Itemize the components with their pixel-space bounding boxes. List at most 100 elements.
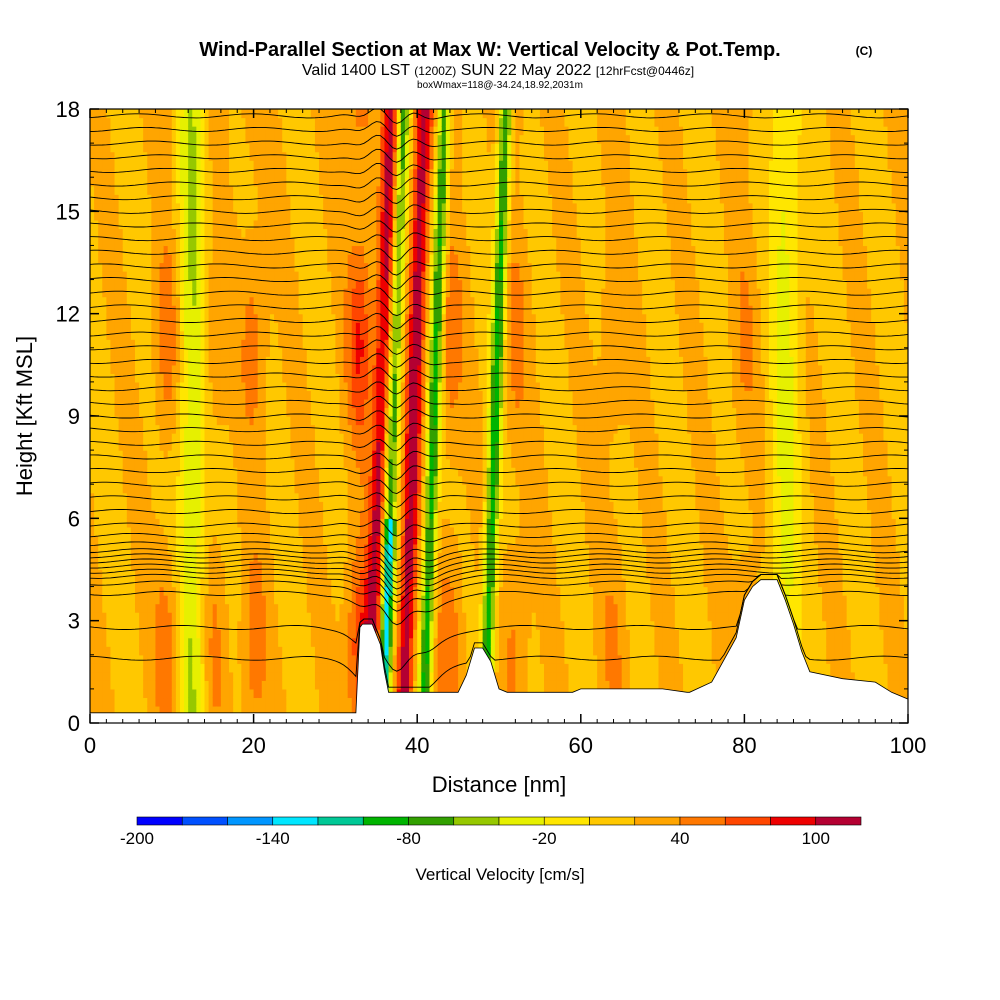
velocity-cell [163, 288, 169, 298]
velocity-cell [278, 458, 283, 468]
velocity-cell [335, 364, 341, 374]
velocity-cell [175, 595, 181, 605]
velocity-cell [298, 671, 304, 681]
velocity-cell [196, 509, 202, 519]
velocity-cell [204, 202, 210, 212]
velocity-cell [196, 458, 202, 468]
velocity-cell [184, 109, 189, 119]
velocity-cell [196, 194, 202, 204]
velocity-cell [220, 160, 226, 170]
velocity-cell [339, 143, 345, 153]
velocity-cell [257, 637, 263, 647]
velocity-cell [282, 296, 287, 306]
velocity-cell [253, 253, 259, 264]
velocity-cell [229, 296, 234, 306]
velocity-cell [237, 373, 242, 383]
velocity-cell [98, 279, 103, 289]
velocity-cell [98, 381, 103, 392]
velocity-cell [147, 168, 152, 178]
velocity-cell [269, 211, 275, 221]
velocity-cell [98, 416, 103, 426]
velocity-cell [323, 279, 328, 289]
velocity-cell [241, 671, 247, 681]
velocity-cell [208, 253, 214, 264]
velocity-cell [314, 398, 320, 409]
velocity-cell [208, 143, 214, 153]
velocity-cell [212, 381, 218, 392]
velocity-cell [216, 458, 222, 468]
velocity-cell [282, 305, 287, 315]
velocity-cell [106, 151, 112, 161]
velocity-cell [298, 595, 304, 605]
velocity-cell [212, 629, 218, 639]
velocity-cell [278, 160, 283, 170]
velocity-cell [249, 253, 255, 264]
velocity-cell [323, 509, 328, 519]
velocity-cell [233, 202, 238, 212]
velocity-cell [335, 629, 341, 639]
velocity-cell [118, 262, 124, 272]
velocity-cell [147, 151, 152, 161]
velocity-cell [331, 518, 336, 528]
velocity-cell [90, 356, 95, 366]
velocity-cell [339, 578, 345, 588]
velocity-cell [134, 475, 140, 485]
velocity-cell [282, 543, 287, 554]
velocity-cell [278, 569, 283, 579]
velocity-cell [302, 509, 308, 519]
velocity-cell [167, 296, 173, 306]
velocity-cell [327, 185, 332, 195]
velocity-cell [355, 194, 361, 204]
velocity-cell [118, 271, 124, 281]
velocity-cell [220, 211, 226, 221]
velocity-cell [126, 160, 132, 170]
velocity-cell [179, 398, 185, 409]
velocity-cell [175, 151, 181, 161]
velocity-cell [184, 433, 189, 443]
velocity-cell [114, 697, 120, 707]
velocity-cell [139, 433, 144, 443]
velocity-cell [122, 271, 128, 281]
velocity-cell [249, 347, 255, 357]
velocity-cell [106, 185, 112, 195]
velocity-cell [224, 262, 230, 272]
velocity-cell [216, 373, 222, 383]
velocity-cell [323, 578, 328, 588]
velocity-cell [98, 612, 103, 622]
velocity-cell [114, 262, 120, 272]
velocity-cell [331, 663, 336, 673]
velocity-cell [134, 501, 140, 511]
velocity-cell [200, 168, 206, 178]
velocity-cell [192, 219, 197, 229]
velocity-cell [122, 322, 128, 332]
velocity-cell [188, 279, 193, 289]
velocity-cell [282, 646, 287, 656]
velocity-cell [359, 578, 365, 588]
velocity-cell [351, 663, 357, 673]
velocity-cell [114, 705, 120, 716]
velocity-cell [143, 330, 148, 340]
velocity-cell [200, 518, 206, 528]
velocity-cell [294, 484, 300, 494]
velocity-cell [134, 688, 140, 699]
velocity-cell [347, 126, 353, 136]
velocity-cell [310, 117, 316, 127]
velocity-cell [224, 509, 230, 519]
velocity-cell [102, 620, 107, 630]
velocity-cell [323, 109, 328, 119]
velocity-cell [126, 509, 132, 519]
velocity-cell [102, 236, 107, 247]
velocity-cell [216, 578, 222, 588]
velocity-cell [290, 117, 296, 127]
velocity-cell [184, 364, 189, 374]
velocity-cell [204, 595, 210, 605]
velocity-cell [302, 279, 308, 289]
velocity-cell [323, 202, 328, 212]
velocity-cell [163, 398, 169, 409]
velocity-cell [278, 654, 283, 664]
velocity-cell [192, 680, 197, 690]
velocity-cell [110, 586, 116, 596]
velocity-cell [286, 305, 292, 315]
velocity-cell [237, 578, 242, 588]
velocity-cell [269, 117, 275, 127]
